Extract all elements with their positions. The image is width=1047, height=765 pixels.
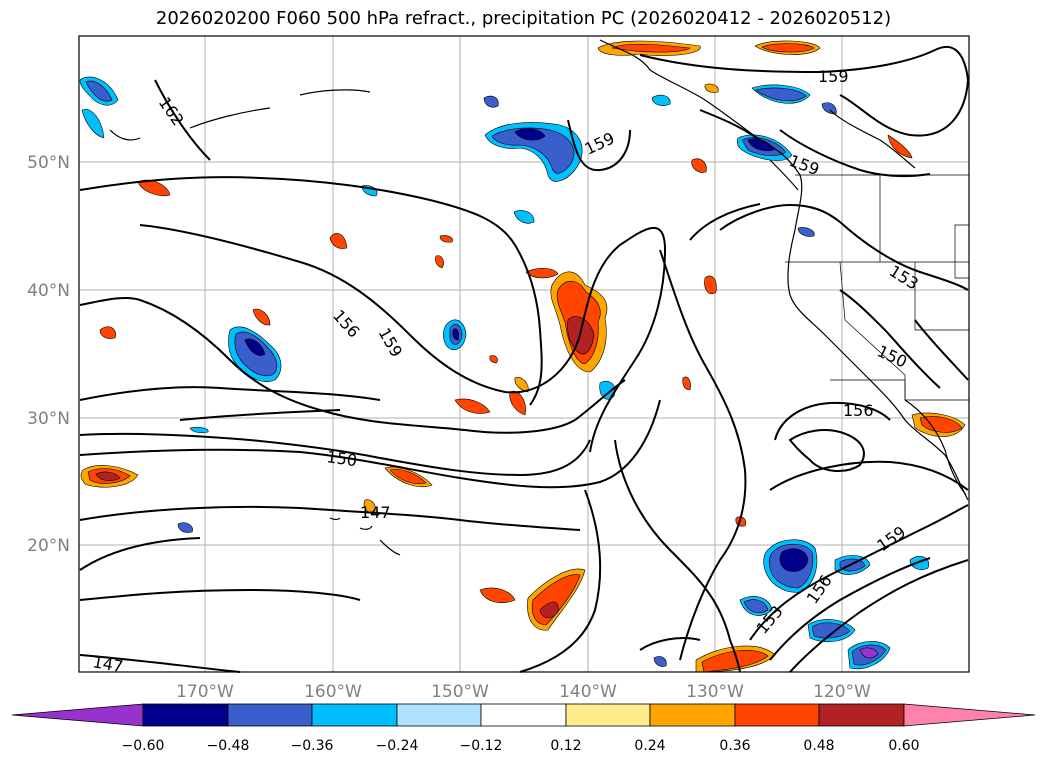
colorbar-tick: 0.24: [634, 738, 665, 754]
colorbar: [11, 703, 1036, 727]
contour-label: 159: [818, 67, 849, 86]
colorbar-bin: [480, 703, 567, 727]
colorbar-bin: [311, 703, 398, 727]
colorbar-bin: [565, 703, 651, 727]
contour-label: 147: [360, 503, 391, 522]
lon-label: 170°W: [176, 682, 234, 702]
colorbar-bin: [818, 703, 905, 727]
lat-label: 30°N: [27, 409, 70, 429]
contour-label: 147: [91, 652, 124, 676]
colorbar-tick: −0.60: [122, 738, 165, 754]
colorbar-bin: [734, 703, 820, 727]
lon-label: 160°W: [304, 682, 362, 702]
lat-labels: 50°N 40°N 30°N 20°N: [27, 153, 70, 556]
lat-label: 50°N: [27, 153, 70, 173]
colorbar-tick: 0.12: [550, 738, 581, 754]
refractivity-contours: [79, 45, 970, 673]
colorbar-bin: [227, 703, 313, 727]
colorbar-tick: 0.36: [719, 738, 750, 754]
colorbar-tick: −0.48: [207, 738, 250, 754]
precip-negative: [79, 76, 930, 670]
colorbar-bin: [142, 703, 229, 727]
contour-label: 156: [843, 401, 874, 420]
map-frame: [78, 35, 970, 673]
colorbar-tick: −0.12: [460, 738, 503, 754]
precip-positive: [80, 40, 966, 673]
lat-label: 20°N: [27, 536, 70, 556]
lon-label: 140°W: [559, 682, 617, 702]
colorbar-bin: [649, 703, 736, 727]
gridlines: [79, 36, 969, 672]
colorbar-tick: −0.24: [376, 738, 419, 754]
contour-label: 150: [325, 447, 358, 470]
colorbar-ticks: −0.60 −0.48 −0.36 −0.24 −0.12 0.12 0.24 …: [122, 738, 920, 754]
lon-label: 150°W: [431, 682, 489, 702]
colorbar-tick: 0.60: [888, 738, 919, 754]
map-title: 2026020200 F060 500 hPa refract., precip…: [155, 8, 892, 29]
lon-labels: 170°W 160°W 150°W 140°W 130°W 120°W: [176, 682, 871, 702]
colorbar-extend-min: [11, 703, 144, 727]
colorbar-extend-max: [903, 703, 1036, 727]
colorbar-tick: 0.48: [803, 738, 834, 754]
colorbar-tick: −0.36: [291, 738, 334, 754]
lat-label: 40°N: [27, 281, 70, 301]
coastlines: [109, 39, 969, 556]
colorbar-bin: [396, 703, 482, 727]
lon-label: 120°W: [813, 682, 871, 702]
lon-label: 130°W: [686, 682, 744, 702]
